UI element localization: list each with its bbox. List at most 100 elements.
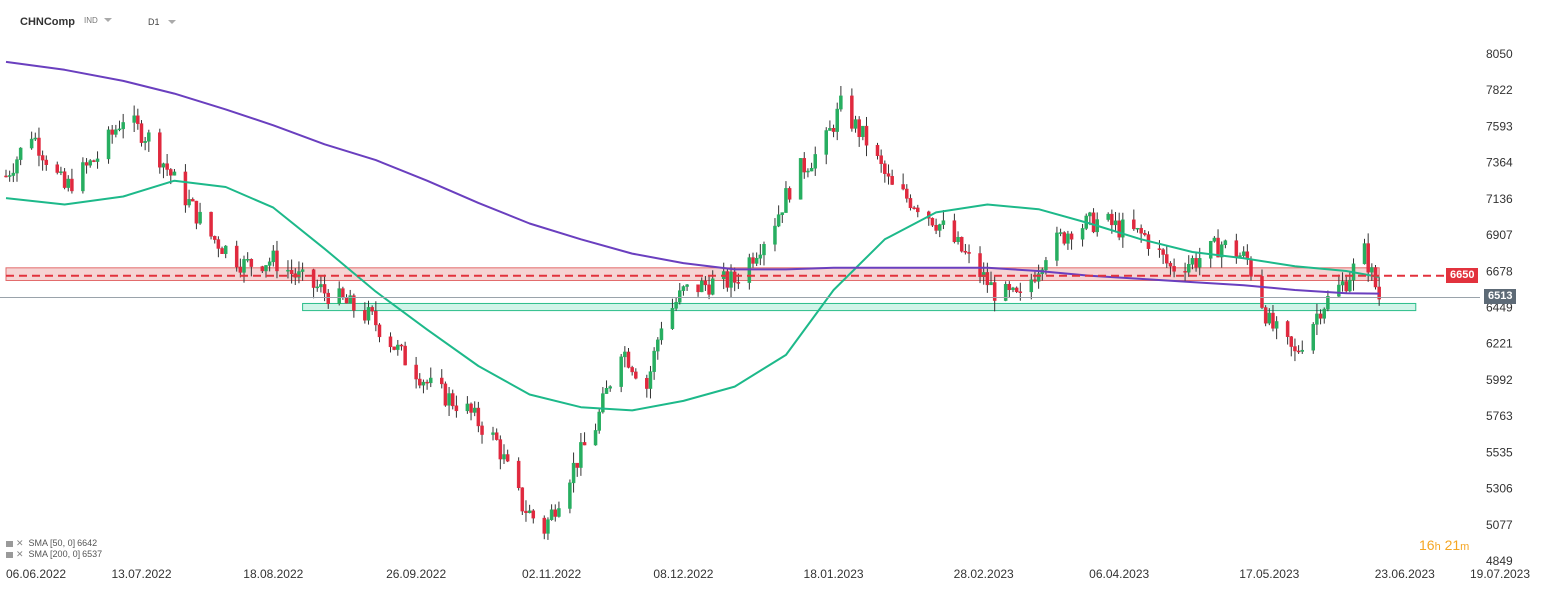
candle (106, 126, 111, 164)
candle (117, 120, 122, 132)
candle-body (337, 288, 341, 304)
settings-icon[interactable] (6, 551, 13, 558)
candle-body (300, 269, 305, 272)
candle-body (831, 128, 836, 132)
candle-body (941, 220, 946, 225)
candle-body (678, 290, 682, 303)
y-tick-label: 5992 (1486, 373, 1513, 387)
candle-body (92, 160, 96, 162)
candle-body (707, 284, 711, 295)
timeframe-dropdown-icon[interactable] (168, 20, 176, 24)
candle (143, 136, 147, 151)
candle-body (66, 178, 70, 188)
candle (1344, 274, 1348, 293)
candle (194, 200, 199, 230)
candle-body (88, 160, 92, 166)
candle-body (1315, 313, 1319, 325)
candle (62, 168, 67, 190)
candle-body (1219, 244, 1224, 258)
y-tick-label: 6221 (1486, 337, 1513, 351)
candle-body (1208, 241, 1213, 259)
candle (1245, 244, 1250, 265)
candle-body (447, 393, 451, 406)
candle (813, 146, 817, 176)
legend-row-sma200: ✕ SMA [200, 0] 6537 (6, 549, 102, 560)
candle (502, 444, 506, 465)
timeframe-selector[interactable]: D1 (148, 17, 160, 27)
candle-body (341, 288, 345, 298)
countdown-hours-unit: h (1434, 541, 1441, 553)
candle-body (1300, 349, 1305, 352)
candle-body (776, 214, 781, 227)
candle-body (802, 158, 807, 173)
candle-body (161, 163, 166, 168)
close-icon[interactable]: ✕ (16, 538, 24, 548)
candle-body (374, 310, 378, 326)
candle-body (1260, 276, 1264, 308)
candle-body (934, 224, 938, 231)
candle (223, 245, 228, 259)
candle (11, 163, 16, 183)
candle (582, 432, 587, 446)
candle-body (839, 95, 843, 110)
candle (1318, 309, 1323, 325)
candle (300, 262, 305, 281)
candle-body (787, 188, 792, 200)
candle (322, 274, 327, 302)
candle (681, 285, 686, 296)
candle-body (1058, 232, 1063, 234)
candle (1351, 258, 1356, 291)
candle-body (1018, 291, 1023, 293)
candle (952, 213, 957, 244)
candle-body (853, 119, 858, 129)
candle-body (491, 432, 495, 435)
candle (531, 509, 536, 524)
candle-body (835, 108, 839, 132)
candle-body (286, 269, 290, 272)
candle (1172, 258, 1176, 278)
x-tick-label: 26.09.2022 (386, 567, 446, 581)
candle-body (864, 125, 869, 146)
candle (981, 262, 986, 285)
candle-body (699, 280, 704, 293)
candle-body (784, 188, 788, 213)
candle (480, 421, 484, 444)
symbol-name[interactable]: CHNComp (20, 16, 75, 28)
candle-body (1296, 350, 1301, 353)
candle-body (725, 271, 730, 288)
candle (575, 462, 579, 477)
candle (110, 125, 114, 144)
candle (319, 275, 323, 293)
candle (568, 479, 572, 514)
candle (238, 258, 243, 278)
candle (824, 127, 828, 165)
candle (1106, 212, 1110, 222)
candle (198, 202, 202, 225)
candle (875, 142, 880, 160)
candle (66, 175, 70, 192)
candle (220, 246, 224, 254)
settings-icon[interactable] (6, 540, 13, 547)
candle-body (758, 254, 763, 259)
candle-body (1212, 237, 1217, 242)
candle-body (1110, 213, 1114, 226)
instrument-dropdown-icon[interactable] (104, 18, 112, 22)
candle (758, 244, 763, 266)
candle-body (396, 344, 400, 350)
candle (421, 379, 426, 394)
candle (524, 500, 528, 522)
candle-body (1322, 308, 1326, 319)
chart-toolbar: CHNComp IND D1 (0, 0, 400, 44)
x-tick-label: 13.07.2022 (111, 567, 171, 581)
candle-body (809, 167, 814, 172)
candle-body (121, 122, 125, 130)
candle (1113, 211, 1118, 233)
candle (696, 284, 700, 297)
candle-body (531, 510, 536, 519)
candle-body (29, 138, 34, 149)
close-icon[interactable]: ✕ (16, 549, 24, 559)
candle (659, 321, 664, 345)
candle (1066, 230, 1070, 250)
candle (747, 253, 752, 290)
